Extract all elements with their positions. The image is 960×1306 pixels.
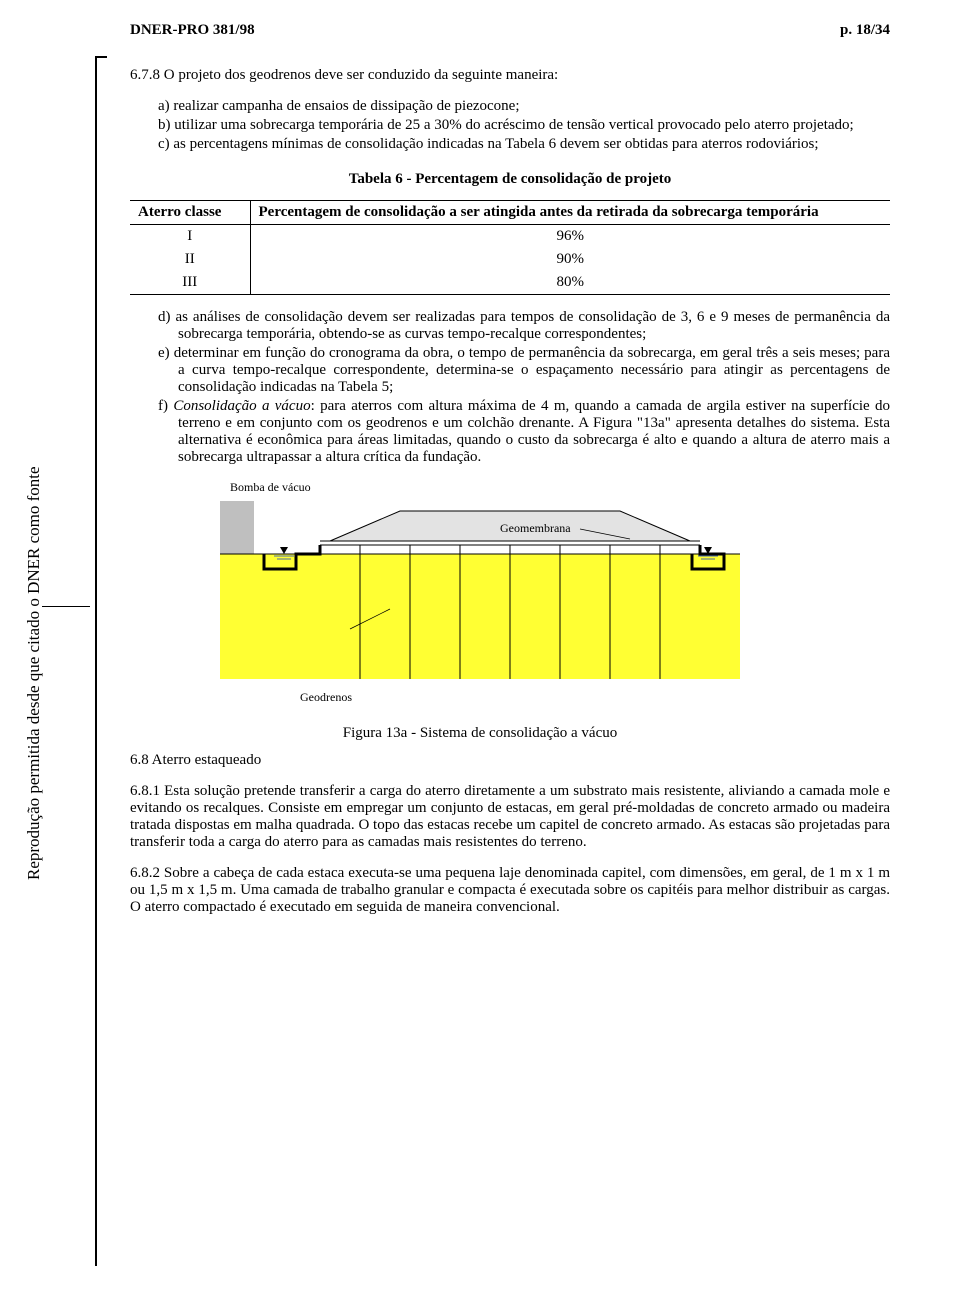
table-6: Aterro classe Percentagem de consolidaçã…: [130, 200, 890, 295]
item-f-lead: f): [158, 398, 173, 414]
list-6-7-8-def: d) as análises de consolidação devem ser…: [158, 309, 890, 466]
figure-13a-svg: Geomembrana: [200, 499, 760, 684]
section-6-8-head: 6.8 Aterro estaqueado: [130, 752, 890, 769]
table-6-col2-header: Percentagem de consolidação a ser atingi…: [250, 201, 890, 225]
figure-13a-caption: Figura 13a - Sistema de consolidação a v…: [200, 725, 760, 742]
list-6-7-8-abc: a) realizar campanha de ensaios de dissi…: [158, 98, 890, 153]
table-6-title: Tabela 6 - Percentagem de consolidação d…: [130, 171, 890, 188]
section-6-7-8-intro: 6.7.8 O projeto dos geodrenos deve ser c…: [130, 67, 890, 84]
item-c: c) as percentagens mínimas de consolidaç…: [158, 136, 890, 153]
doc-code: DNER-PRO 381/98: [130, 22, 255, 39]
item-d: d) as análises de consolidação devem ser…: [158, 309, 890, 343]
cell-class: III: [130, 271, 250, 295]
cell-pct: 80%: [250, 271, 890, 295]
table-6-col1-header: Aterro classe: [130, 201, 250, 225]
item-a: a) realizar campanha de ensaios de dissi…: [158, 98, 890, 115]
page-number: p. 18/34: [840, 22, 890, 39]
label-geomembrana: Geomembrana: [500, 521, 571, 535]
label-bomba-de-vacuo: Bomba de vácuo: [230, 480, 760, 495]
page-frame: [95, 56, 107, 1266]
figure-13a: Bomba de vácuo Geomembrana: [200, 480, 760, 742]
table-row: II 90%: [130, 248, 890, 271]
item-b: b) utilizar uma sobrecarga temporária de…: [158, 117, 890, 134]
cell-pct: 90%: [250, 248, 890, 271]
sidebar-divider: [42, 606, 90, 607]
item-e: e) determinar em função do cronograma da…: [158, 345, 890, 396]
label-geodrenos: Geodrenos: [300, 690, 760, 705]
item-f-italic: Consolidação a vácuo: [173, 398, 310, 414]
item-f: f) Consolidação a vácuo: para aterros co…: [158, 398, 890, 466]
table-row: I 96%: [130, 225, 890, 249]
cell-pct: 96%: [250, 225, 890, 249]
reproduction-note: Reprodução permitida desde que citado o …: [24, 466, 44, 880]
cell-class: II: [130, 248, 250, 271]
table-row: III 80%: [130, 271, 890, 295]
para-6-8-1: 6.8.1 Esta solução pretende transferir a…: [130, 783, 890, 851]
para-6-8-2: 6.8.2 Sobre a cabeça de cada estaca exec…: [130, 865, 890, 916]
cell-class: I: [130, 225, 250, 249]
